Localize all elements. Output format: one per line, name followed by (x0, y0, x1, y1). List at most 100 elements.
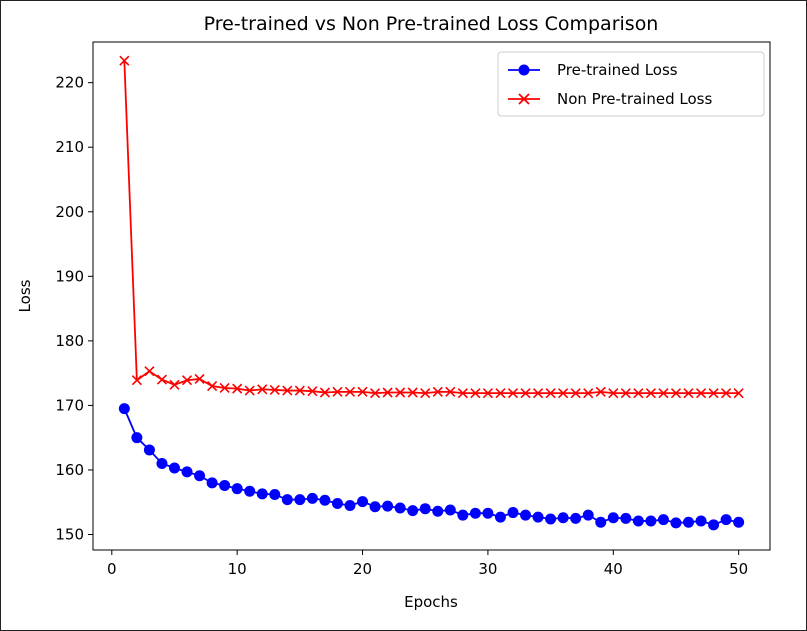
point-1-46 (683, 388, 694, 399)
point-0-19 (344, 499, 356, 511)
point-0-18 (331, 498, 343, 510)
point-1-19 (344, 386, 356, 397)
point-0-20 (357, 496, 369, 508)
point-0-24 (407, 505, 419, 517)
point-1-13 (269, 384, 280, 395)
point-1-50 (733, 388, 744, 399)
point-1-21 (370, 388, 381, 399)
point-0-42 (632, 515, 644, 527)
point-0-27 (444, 504, 456, 516)
point-0-44 (657, 514, 669, 526)
point-1-24 (407, 387, 418, 398)
point-1-10 (232, 383, 243, 394)
point-1-11 (244, 385, 255, 396)
point-1-41 (620, 388, 631, 399)
point-0-35 (545, 513, 557, 525)
point-0-14 (281, 494, 293, 506)
legend-marker-non-pretrained (518, 93, 530, 105)
point-0-6 (181, 466, 193, 478)
point-0-32 (507, 507, 519, 519)
point-1-5 (169, 379, 180, 390)
legend-box (497, 51, 765, 117)
legend-entry-pretrained: Pre-trained Loss (508, 61, 678, 79)
point-1-34 (532, 388, 544, 399)
y-tick-label-210: 210 (55, 138, 84, 156)
point-1-23 (395, 387, 406, 398)
point-1-45 (670, 388, 682, 399)
point-0-17 (319, 494, 331, 506)
point-1-7 (194, 373, 205, 385)
x-axis-ticks: 0 10 20 30 40 50 (107, 550, 748, 578)
legend-entry-non-pretrained: Non Pre-trained Loss (508, 90, 712, 108)
y-tick-label-180: 180 (55, 332, 84, 350)
point-1-30 (482, 388, 493, 399)
point-0-36 (557, 512, 569, 524)
x-tick-label-10: 10 (228, 560, 247, 578)
point-1-17 (319, 387, 331, 398)
point-1-15 (294, 385, 305, 396)
point-1-32 (507, 388, 519, 399)
point-1-44 (658, 388, 669, 399)
series-line-0 (123, 408, 739, 526)
point-1-31 (495, 388, 506, 399)
point-1-37 (570, 388, 581, 399)
series-non-pretrained (119, 55, 744, 399)
point-0-25 (419, 503, 431, 515)
point-1-28 (457, 388, 468, 399)
y-axis-label: Loss (16, 279, 34, 312)
point-1-14 (282, 385, 293, 396)
point-0-9 (219, 479, 231, 491)
y-tick-label-160: 160 (55, 461, 84, 479)
point-0-15 (294, 494, 306, 506)
point-1-49 (721, 388, 732, 399)
series-pretrained (118, 403, 745, 531)
chart-title: Pre-trained vs Non Pre-trained Loss Comp… (204, 13, 659, 35)
point-0-29 (469, 507, 481, 519)
legend-label-pretrained: Pre-trained Loss (557, 61, 678, 79)
x-tick-label-50: 50 (729, 560, 748, 578)
x-tick-label-30: 30 (478, 560, 497, 578)
y-tick-label-190: 190 (55, 267, 84, 285)
point-0-11 (244, 485, 256, 497)
point-1-16 (307, 386, 318, 397)
y-axis-ticks: 150 160 170 180 190 200 210 220 (55, 74, 93, 544)
point-0-38 (582, 509, 594, 521)
point-1-39 (595, 386, 606, 397)
point-1-27 (445, 386, 456, 397)
point-1-25 (420, 388, 431, 399)
point-0-5 (168, 462, 180, 474)
y-tick-label-150: 150 (55, 526, 84, 544)
point-1-26 (432, 386, 443, 397)
point-0-45 (670, 517, 682, 529)
point-0-34 (532, 511, 544, 523)
point-0-31 (494, 511, 506, 523)
point-0-41 (620, 512, 632, 524)
point-0-23 (394, 502, 406, 514)
x-tick-label-20: 20 (353, 560, 372, 578)
point-1-33 (520, 388, 531, 399)
point-1-36 (558, 388, 569, 399)
legend: Pre-trained Loss Non Pre-trained Loss (497, 51, 765, 117)
point-0-2 (131, 432, 143, 444)
point-0-49 (720, 514, 732, 526)
point-1-48 (708, 388, 719, 399)
point-0-1 (118, 403, 130, 415)
x-tick-label-0: 0 (107, 560, 117, 578)
point-0-8 (206, 477, 218, 489)
point-0-13 (269, 488, 281, 500)
point-1-20 (357, 386, 368, 397)
point-1-8 (207, 380, 218, 392)
point-0-50 (733, 516, 745, 528)
point-0-33 (520, 509, 532, 521)
point-1-43 (645, 388, 656, 399)
point-0-47 (695, 515, 707, 527)
point-0-37 (570, 512, 582, 524)
point-1-40 (608, 388, 619, 399)
legend-marker-pretrained (518, 64, 530, 76)
point-1-35 (545, 388, 556, 399)
point-1-3 (144, 366, 155, 377)
point-0-28 (457, 509, 469, 521)
point-0-7 (194, 470, 206, 482)
point-0-48 (708, 519, 720, 531)
